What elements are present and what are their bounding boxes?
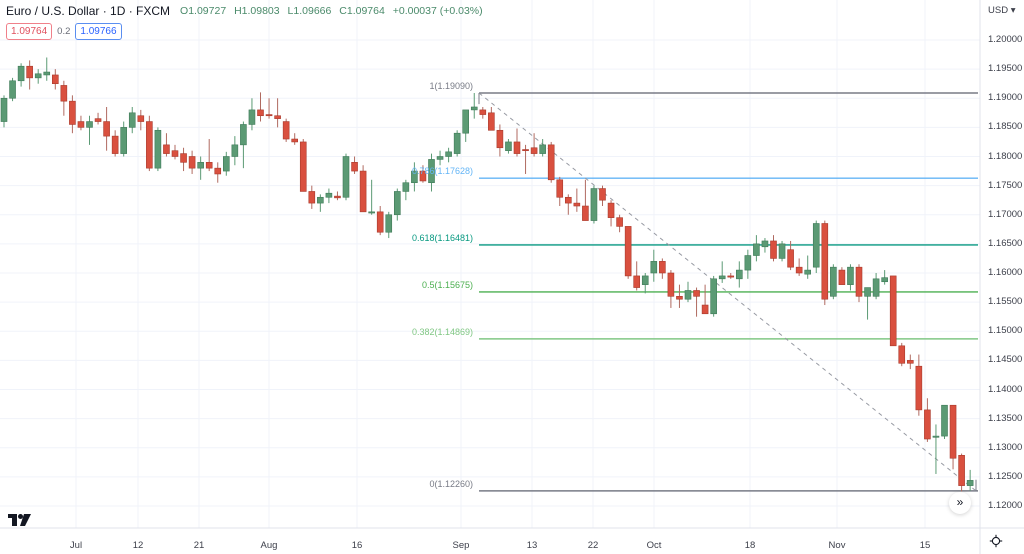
price-tick-label: 1.17000 <box>988 208 1023 220</box>
trade-buttons: 1.09764 0.2 1.09766 <box>6 23 122 40</box>
time-tick-label: 13 <box>526 540 538 551</box>
currency-selector[interactable]: USD ▾ <box>988 5 1016 16</box>
price-tick-label: 1.16500 <box>988 237 1023 249</box>
price-tick-label: 1.20000 <box>988 34 1023 45</box>
time-tick-label: Aug <box>260 540 278 551</box>
symbol-legend: Euro / U.S. Dollar · 1D · FXCM O1.09727 … <box>6 4 488 18</box>
price-tick-label: 1.13500 <box>988 412 1023 424</box>
tradingview-logo-icon[interactable] <box>8 513 32 531</box>
low-value: L1.09666 <box>287 5 332 17</box>
time-tick-label: 18 <box>744 540 756 551</box>
time-tick-label: Nov <box>828 540 846 551</box>
time-tick-label: 22 <box>587 540 599 551</box>
fib-level-label: 0.5(1.15675) <box>421 279 473 290</box>
price-tick-label: 1.12000 <box>988 500 1023 511</box>
open-value: O1.09727 <box>180 5 227 17</box>
price-tick-label: 1.14500 <box>988 354 1023 366</box>
price-tick-label: 1.16000 <box>988 267 1023 278</box>
price-tick-label: 1.14000 <box>988 383 1023 395</box>
sell-button[interactable]: 1.09764 <box>6 23 53 40</box>
change-value: +0.00037 (+0.03%) <box>392 5 483 17</box>
price-tick-label: 1.13000 <box>988 441 1023 453</box>
close-value: C1.09764 <box>339 5 385 17</box>
tradingview-logo-icon-shape <box>8 514 31 526</box>
fib-level-label: 0.786(1.17628) <box>411 166 473 177</box>
time-tick-label: Oct <box>646 540 662 551</box>
time-tick-label: 12 <box>132 540 144 551</box>
fib-level-label: 0(1.12260) <box>429 478 473 489</box>
candlestick-series <box>0 57 974 492</box>
fib-level-label: 0.618(1.16481) <box>411 232 473 243</box>
spread-value: 0.2 <box>57 26 71 37</box>
price-tick-label: 1.18000 <box>988 150 1023 162</box>
price-tick-label: 1.15000 <box>988 325 1023 337</box>
high-value: H1.09803 <box>234 5 280 17</box>
fib-level-label: 0.382(1.14869) <box>411 326 473 337</box>
price-tick-label: 1.12500 <box>988 470 1023 482</box>
settings-gear-icon[interactable] <box>989 534 1003 548</box>
scroll-to-realtime-button[interactable]: » <box>949 492 971 514</box>
buy-button[interactable]: 1.09766 <box>75 23 122 40</box>
fib-level-label: 1(1.19090) <box>429 81 473 91</box>
price-tick-label: 1.19500 <box>988 63 1023 75</box>
time-tick-label: 21 <box>193 540 205 551</box>
price-tick-label: 1.19000 <box>988 92 1023 104</box>
time-tick-label: Sep <box>452 540 470 551</box>
symbol-title[interactable]: Euro / U.S. Dollar · 1D · FXCM <box>6 4 171 18</box>
ohlc-values: O1.09727 H1.09803 L1.09666 C1.09764 +0.0… <box>180 5 488 17</box>
time-tick-label: 16 <box>351 540 363 551</box>
chart-grid <box>0 0 980 528</box>
price-tick-label: 1.17500 <box>988 179 1023 191</box>
price-tick-label: 1.15500 <box>988 296 1023 308</box>
time-tick-label: Jul <box>69 540 83 551</box>
time-tick-label: 15 <box>919 540 931 551</box>
price-tick-label: 1.18500 <box>988 121 1023 133</box>
